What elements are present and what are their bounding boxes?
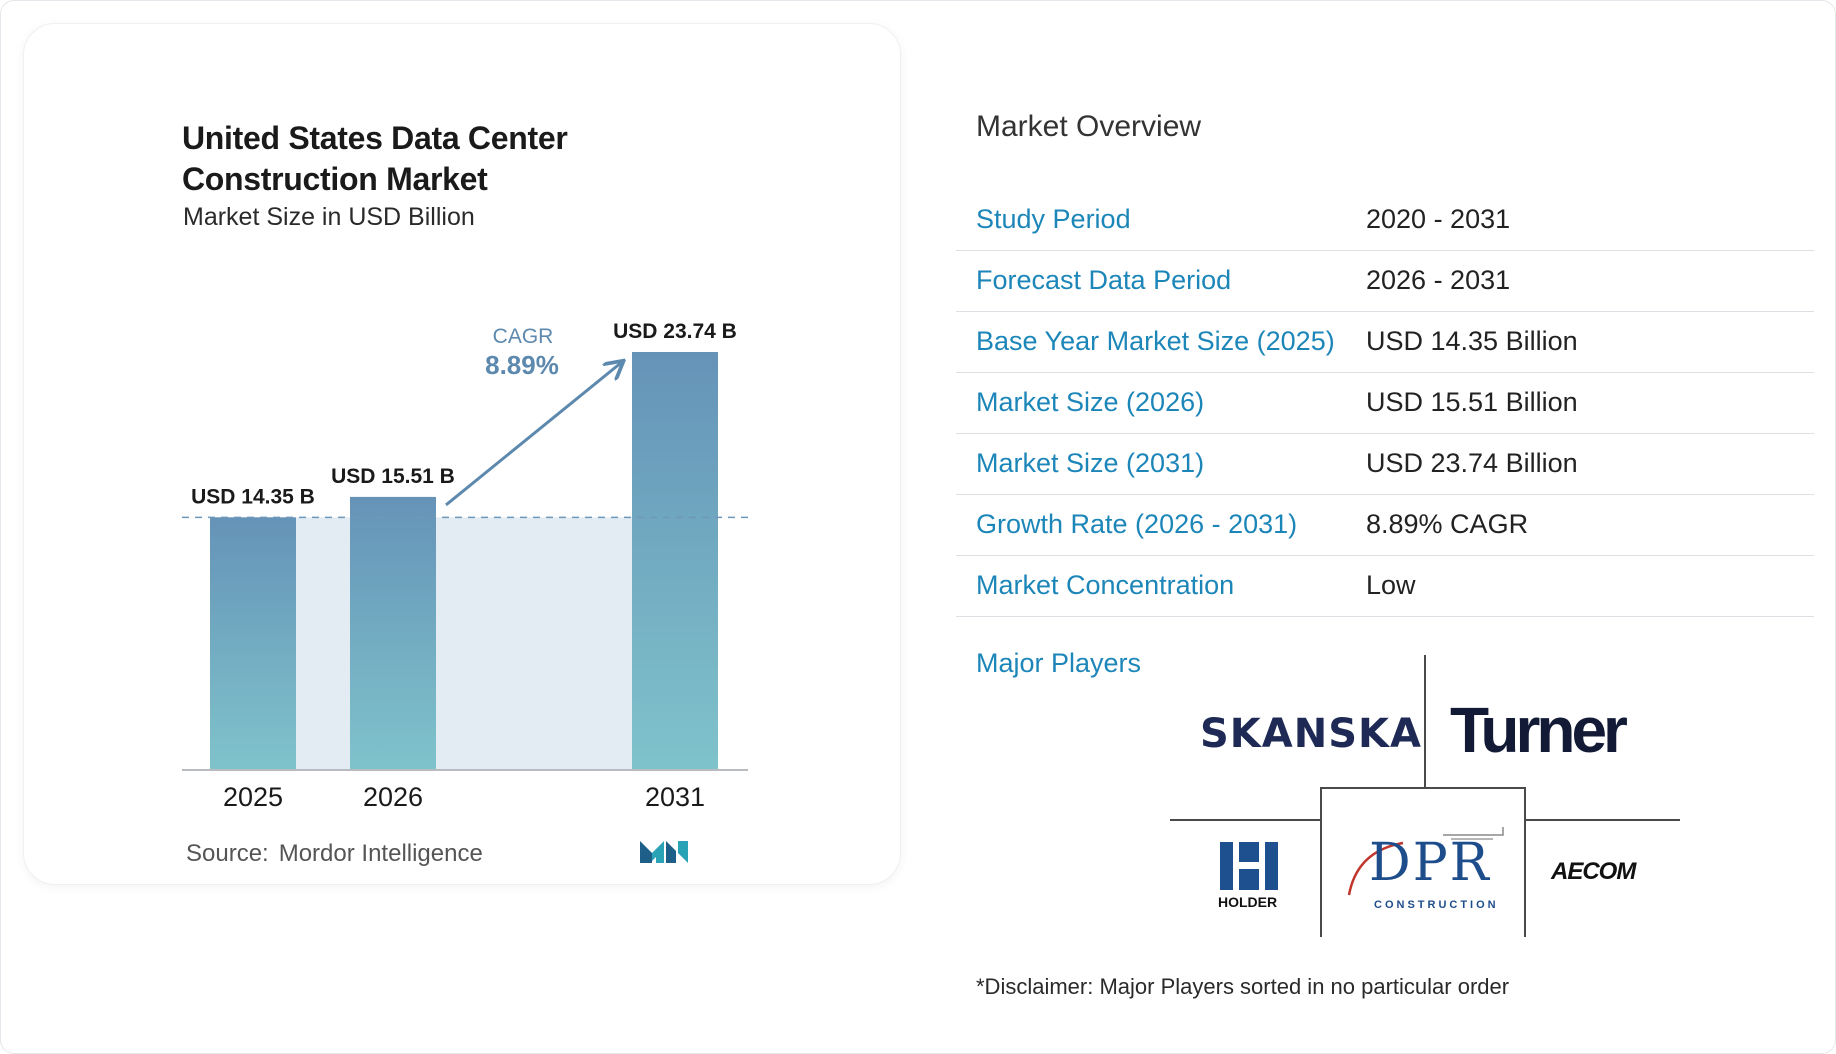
overview-row-label: Market Size (2026)	[976, 387, 1205, 417]
data-label-2031: USD 23.74 B	[613, 320, 737, 343]
overview-row-label: Forecast Data Period	[976, 265, 1232, 295]
dpr-subtitle: CONSTRUCTION	[1374, 899, 1499, 911]
overview-row-forecast-period: Forecast Data Period 2026 - 2031	[956, 251, 1814, 312]
source-line: Source: Mordor Intelligence	[186, 840, 493, 868]
holder-label: HOLDER	[1218, 894, 1278, 910]
divider	[1320, 787, 1322, 937]
major-players-label: Major Players	[976, 648, 1142, 678]
divider	[1320, 787, 1526, 789]
overview-row-base-year-size: Base Year Market Size (2025) USD 14.35 B…	[956, 312, 1814, 373]
overview-row-market-size-2026: Market Size (2026) USD 15.51 Billion	[956, 373, 1814, 434]
data-label-2026: USD 15.51 B	[331, 465, 455, 488]
holder-logo: HOLDER	[1218, 842, 1282, 910]
aecom-logo: AECOM	[1551, 858, 1636, 885]
divider	[1526, 819, 1680, 821]
bar-2025	[210, 517, 296, 770]
bar-chart: USD 14.35 B USD 15.51 B USD 23.74 B 2025 202…	[182, 320, 748, 812]
mordor-intelligence-logo-icon	[640, 841, 688, 863]
source-value: Mordor Intelligence	[278, 840, 483, 867]
bar-2026	[350, 496, 436, 770]
dpr-wordmark: DPR	[1369, 833, 1491, 893]
overview-row-label: Base Year Market Size (2025)	[976, 326, 1335, 356]
overview-row-value: Low	[1366, 570, 1416, 600]
cagr-label: CAGR	[493, 325, 554, 348]
divider	[1524, 787, 1526, 937]
overview-row-market-size-2031: Market Size (2031) USD 23.74 Billion	[956, 434, 1814, 495]
overview-row-value: 2026 - 2031	[1366, 265, 1511, 295]
cagr-value: 8.89%	[485, 350, 559, 380]
overview-row-growth-rate: Growth Rate (2026 - 2031) 8.89% CAGR	[956, 495, 1814, 556]
holder-h-icon	[1220, 842, 1278, 890]
data-label-2025: USD 14.35 B	[191, 485, 315, 508]
x-tick-label-2031: 2031	[645, 782, 705, 812]
divider	[1170, 819, 1320, 821]
overview-row-market-concentration: Market Concentration Low	[956, 556, 1814, 617]
overview-row-label: Study Period	[976, 204, 1131, 234]
disclaimer: *Disclaimer: Major Players sorted in no …	[976, 974, 1510, 999]
dpr-logo: DPR CONSTRUCTION	[1343, 825, 1513, 925]
overview-row-study-period: Study Period 2020 - 2031	[956, 190, 1814, 251]
bar-2031	[632, 352, 718, 770]
overview-row-value: USD 23.74 Billion	[1366, 448, 1578, 478]
overview-row-label: Market Concentration	[976, 570, 1235, 600]
overview-row-label: Growth Rate (2026 - 2031)	[976, 509, 1298, 539]
overview-row-value: USD 14.35 Billion	[1366, 326, 1578, 356]
overview-row-value: 8.89% CAGR	[1366, 509, 1529, 539]
chart-title: United States Data Center Construction M…	[182, 120, 568, 197]
turner-logo: Turner	[1450, 694, 1628, 766]
overview-row-value: USD 15.51 Billion	[1366, 387, 1578, 417]
chart-subtitle: Market Size in USD Billion	[183, 203, 475, 231]
x-tick-label-2026: 2026	[363, 782, 423, 812]
cagr-arrow	[445, 362, 622, 507]
divider	[1424, 655, 1426, 787]
overview-title: Market Overview	[976, 110, 1202, 143]
x-tick-label-2025: 2025	[223, 782, 283, 812]
source-label: Source:	[186, 840, 269, 867]
overview-table: Study Period 2020 - 2031 Forecast Data P…	[956, 190, 1814, 617]
dpr-arc-icon	[1347, 827, 1504, 896]
skanska-logo: SKANSKA	[1200, 711, 1422, 757]
overview-row-value: 2020 - 2031	[1366, 204, 1511, 234]
overview-row-label: Market Size (2031)	[976, 448, 1205, 478]
major-players-logos: SKANSKA Turner HOLDER DPR CONSTRUCTION A…	[1170, 655, 1680, 937]
